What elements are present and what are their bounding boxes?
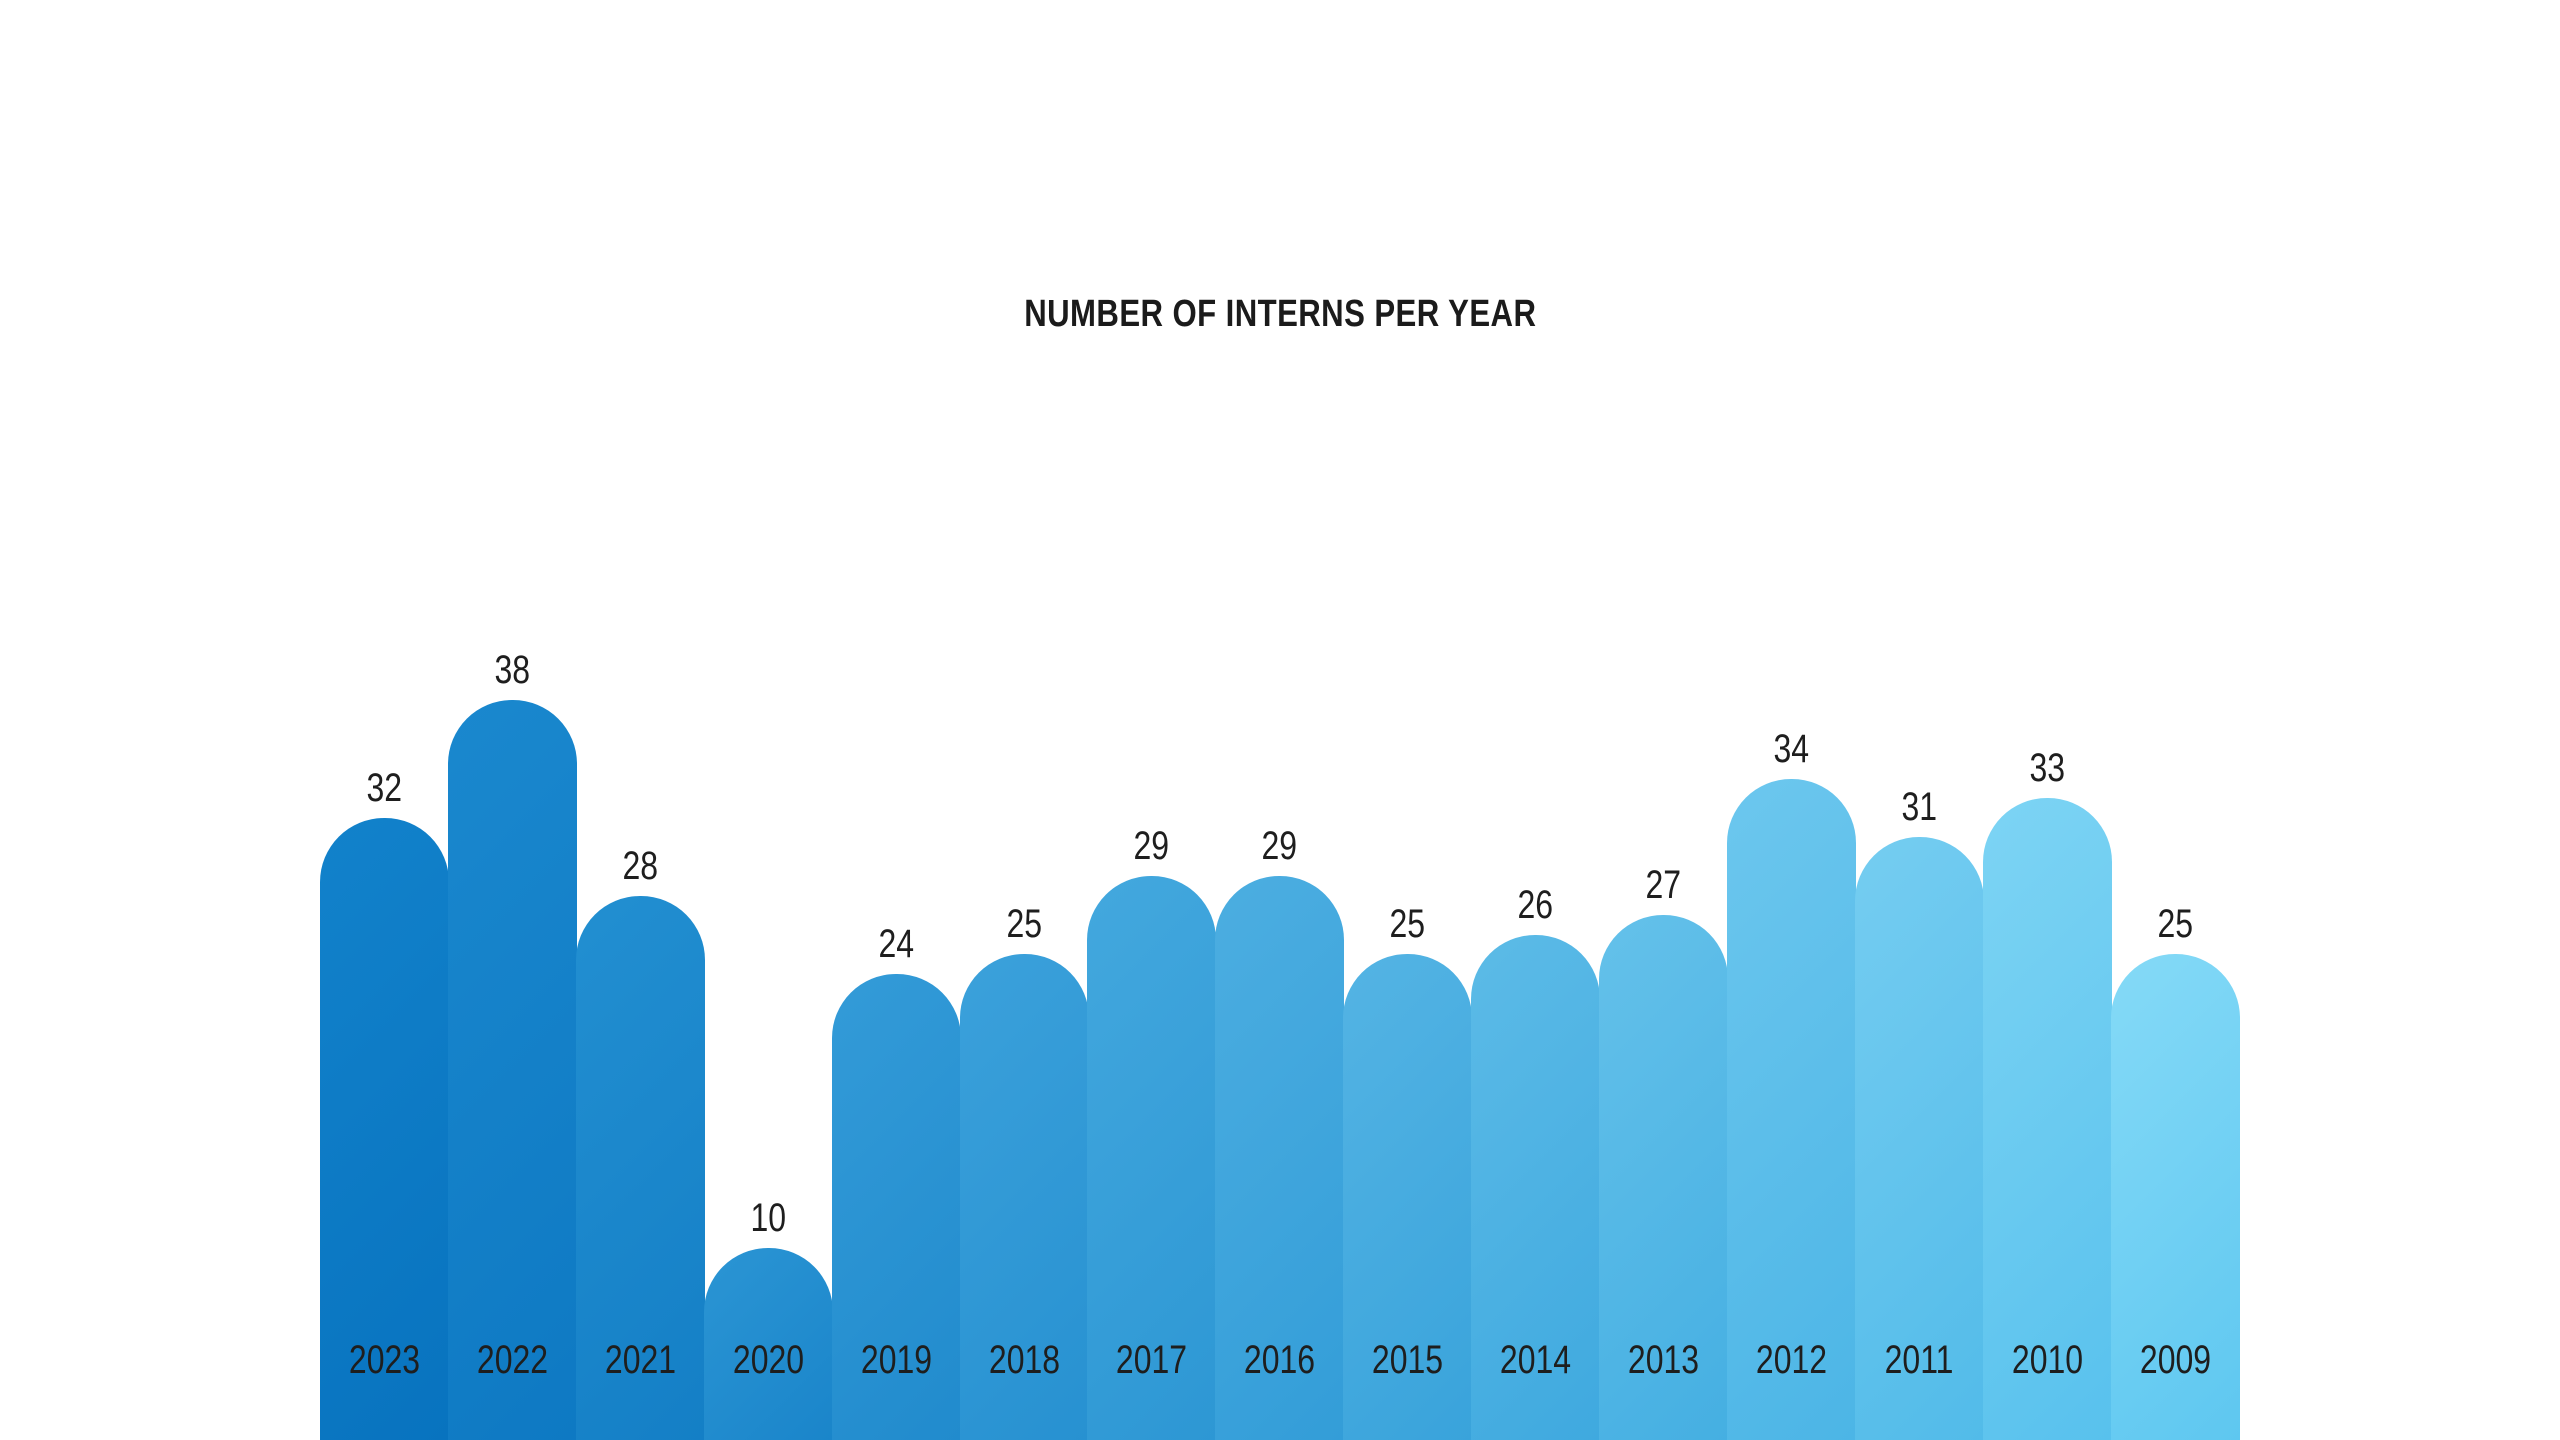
bar-year-label: 2014	[1499, 1338, 1571, 1382]
bar-2012	[1727, 779, 1856, 1440]
bar-slot-2018: 25 2018	[960, 0, 1089, 1440]
bar-value-label: 38	[494, 648, 530, 692]
bar-slot-2015: 25 2015	[1343, 0, 1472, 1440]
bar-2021	[576, 896, 705, 1440]
bar-year-label: 2021	[604, 1338, 676, 1382]
bar-year-label: 2019	[860, 1338, 932, 1382]
bar-value-label: 24	[878, 922, 914, 966]
bar-2011	[1855, 837, 1984, 1440]
bar-2023	[320, 818, 449, 1440]
bar-value-label: 25	[1006, 902, 1042, 946]
bar-value-label: 27	[1645, 863, 1681, 907]
bar-slot-2023: 32 2023	[320, 0, 449, 1440]
bar-year-label: 2023	[348, 1338, 420, 1382]
bar-2013	[1599, 915, 1728, 1440]
bar-slot-2021: 28 2021	[576, 0, 705, 1440]
bar-2017	[1087, 876, 1216, 1440]
bar-value-label: 32	[366, 766, 402, 810]
bar-2015	[1343, 954, 1472, 1440]
bar-year-label: 2012	[1755, 1338, 1827, 1382]
bar-value-label: 29	[1261, 824, 1297, 868]
bar-value-label: 26	[1517, 883, 1553, 927]
bar-year-label: 2011	[1884, 1338, 1954, 1382]
bar-slot-2012: 34 2012	[1727, 0, 1856, 1440]
bar-2019	[832, 974, 961, 1440]
bar-2018	[960, 954, 1089, 1440]
bar-2009	[2111, 954, 2240, 1440]
bar-year-label: 2013	[1627, 1338, 1699, 1382]
bar-year-label: 2015	[1371, 1338, 1443, 1382]
bar-slot-2019: 24 2019	[832, 0, 961, 1440]
bar-2014	[1471, 935, 1600, 1440]
chart-title: NUMBER OF INTERNS PER YEAR	[0, 295, 2560, 333]
bar-value-label: 28	[622, 844, 658, 888]
bar-slot-2013: 27 2013	[1599, 0, 1728, 1440]
bar-year-label: 2009	[2139, 1338, 2211, 1382]
bar-year-label: 2017	[1115, 1338, 1187, 1382]
bar-slot-2014: 26 2014	[1471, 0, 1600, 1440]
bar-value-label: 31	[1901, 785, 1937, 829]
bar-value-label: 33	[2029, 746, 2065, 790]
bar-slot-2010: 33 2010	[1983, 0, 2112, 1440]
bar-2022	[448, 700, 577, 1440]
bar-value-label: 25	[2157, 902, 2193, 946]
bar-slot-2020: 10 2020	[704, 0, 833, 1440]
bar-year-label: 2022	[476, 1338, 548, 1382]
bar-slot-2009: 25 2009	[2111, 0, 2240, 1440]
bar-slot-2011: 31 2011	[1855, 0, 1984, 1440]
bar-value-label: 10	[750, 1196, 786, 1240]
bar-2020	[704, 1248, 833, 1440]
bar-slot-2016: 29 2016	[1215, 0, 1344, 1440]
bar-year-label: 2020	[732, 1338, 804, 1382]
bar-year-label: 2018	[988, 1338, 1060, 1382]
bar-slot-2017: 29 2017	[1087, 0, 1216, 1440]
chart-title-text: NUMBER OF INTERNS PER YEAR	[1023, 293, 1537, 335]
bar-2010	[1983, 798, 2112, 1440]
bar-value-label: 34	[1773, 727, 1809, 771]
bar-2016	[1215, 876, 1344, 1440]
bar-year-label: 2016	[1243, 1338, 1315, 1382]
bar-value-label: 25	[1389, 902, 1425, 946]
bar-year-label: 2010	[2011, 1338, 2083, 1382]
bar-slot-2022: 38 2022	[448, 0, 577, 1440]
bar-value-label: 29	[1133, 824, 1169, 868]
